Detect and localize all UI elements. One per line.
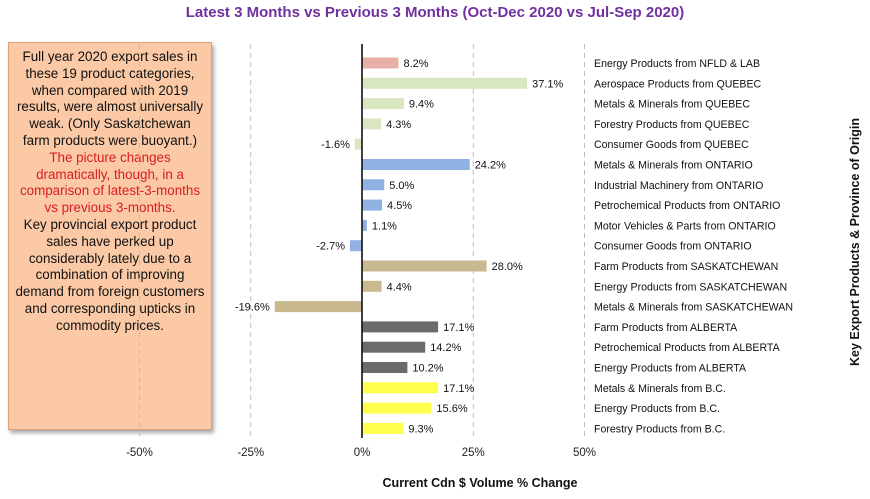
data-label: -2.7%: [316, 241, 345, 253]
category-label: Consumer Goods from QUEBEC: [594, 139, 749, 151]
category-label: Metals & Minerals from SASKATCHEWAN: [594, 302, 793, 314]
category-label: Forestry Products from B.C.: [594, 423, 725, 435]
category-label: Petrochemical Products from ALBERTA: [594, 342, 781, 354]
category-label: Metals & Minerals from B.C.: [594, 383, 726, 395]
bar: [362, 179, 385, 191]
data-label: 37.1%: [532, 78, 563, 90]
data-label: 17.1%: [443, 322, 474, 334]
category-label: Metals & Minerals from ONTARIO: [594, 160, 753, 172]
category-label: Energy Products from ALBERTA: [594, 363, 747, 375]
bar: [362, 280, 382, 292]
category-label: Energy Products from B.C.: [594, 403, 720, 415]
x-tick-label: 25%: [462, 447, 485, 459]
data-label: 28.0%: [492, 261, 523, 273]
x-tick-label: -25%: [237, 447, 264, 459]
bar: [362, 321, 439, 333]
data-label: 24.2%: [475, 160, 506, 172]
bar: [362, 219, 367, 231]
bar: [362, 382, 439, 394]
bar: [362, 422, 404, 434]
commentary-part-1: Full year 2020 export sales in these 19 …: [16, 49, 204, 148]
category-label: Energy Products from SASKATCHEWAN: [594, 281, 787, 293]
x-tick-label: 50%: [573, 447, 596, 459]
commentary-part-3: Key provincial export product sales have…: [15, 216, 205, 333]
bar: [354, 138, 362, 150]
data-label: 4.5%: [387, 200, 412, 212]
bar: [362, 77, 528, 89]
commentary-part-2: The picture changes dramatically, though…: [19, 149, 201, 216]
category-label: Industrial Machinery from ONTARIO: [594, 180, 763, 192]
bar: [362, 118, 382, 130]
data-label: -1.6%: [321, 139, 350, 151]
data-label: 15.6%: [436, 403, 467, 415]
data-label: 1.1%: [372, 220, 397, 232]
y-axis-title: Key Export Products & Province of Origin: [848, 118, 862, 366]
bar: [362, 199, 383, 211]
commentary-box: Full year 2020 export sales in these 19 …: [8, 42, 212, 430]
bar: [362, 402, 432, 414]
category-label: Energy Products from NFLD & LAB: [594, 58, 760, 70]
x-tick-label: -50%: [126, 447, 153, 459]
data-label: 8.2%: [403, 58, 428, 70]
category-label: Aerospace Products from QUEBEC: [594, 78, 762, 90]
chart-title: Latest 3 Months vs Previous 3 Months (Oc…: [185, 4, 685, 21]
bar: [349, 240, 362, 252]
category-label: Forestry Products from QUEBEC: [594, 119, 750, 131]
data-label: -19.6%: [235, 302, 270, 314]
data-label: 14.2%: [430, 342, 461, 354]
category-label: Consumer Goods from ONTARIO: [594, 241, 752, 253]
x-axis-title: Current Cdn $ Volume % Change: [382, 476, 578, 490]
category-label: Farm Products from ALBERTA: [594, 322, 738, 334]
data-label: 5.0%: [389, 180, 414, 192]
data-label: 9.4%: [409, 99, 434, 111]
bar: [362, 260, 487, 272]
data-label: 4.3%: [386, 119, 411, 131]
data-label: 10.2%: [412, 363, 443, 375]
category-label: Petrochemical Products from ONTARIO: [594, 200, 780, 212]
bar: [362, 159, 470, 170]
category-label: Farm Products from SASKATCHEWAN: [594, 261, 778, 273]
x-tick-label: 0%: [354, 447, 371, 459]
bar: [362, 57, 399, 69]
data-label: 17.1%: [443, 383, 474, 395]
bar: [274, 301, 362, 313]
bar: [362, 341, 426, 353]
bar: [362, 362, 408, 373]
category-label: Metals & Minerals from QUEBEC: [594, 99, 750, 111]
bar: [362, 98, 404, 110]
data-label: 9.3%: [408, 423, 433, 435]
category-label: Motor Vehicles & Parts from ONTARIO: [594, 220, 776, 232]
data-label: 4.4%: [387, 281, 412, 293]
